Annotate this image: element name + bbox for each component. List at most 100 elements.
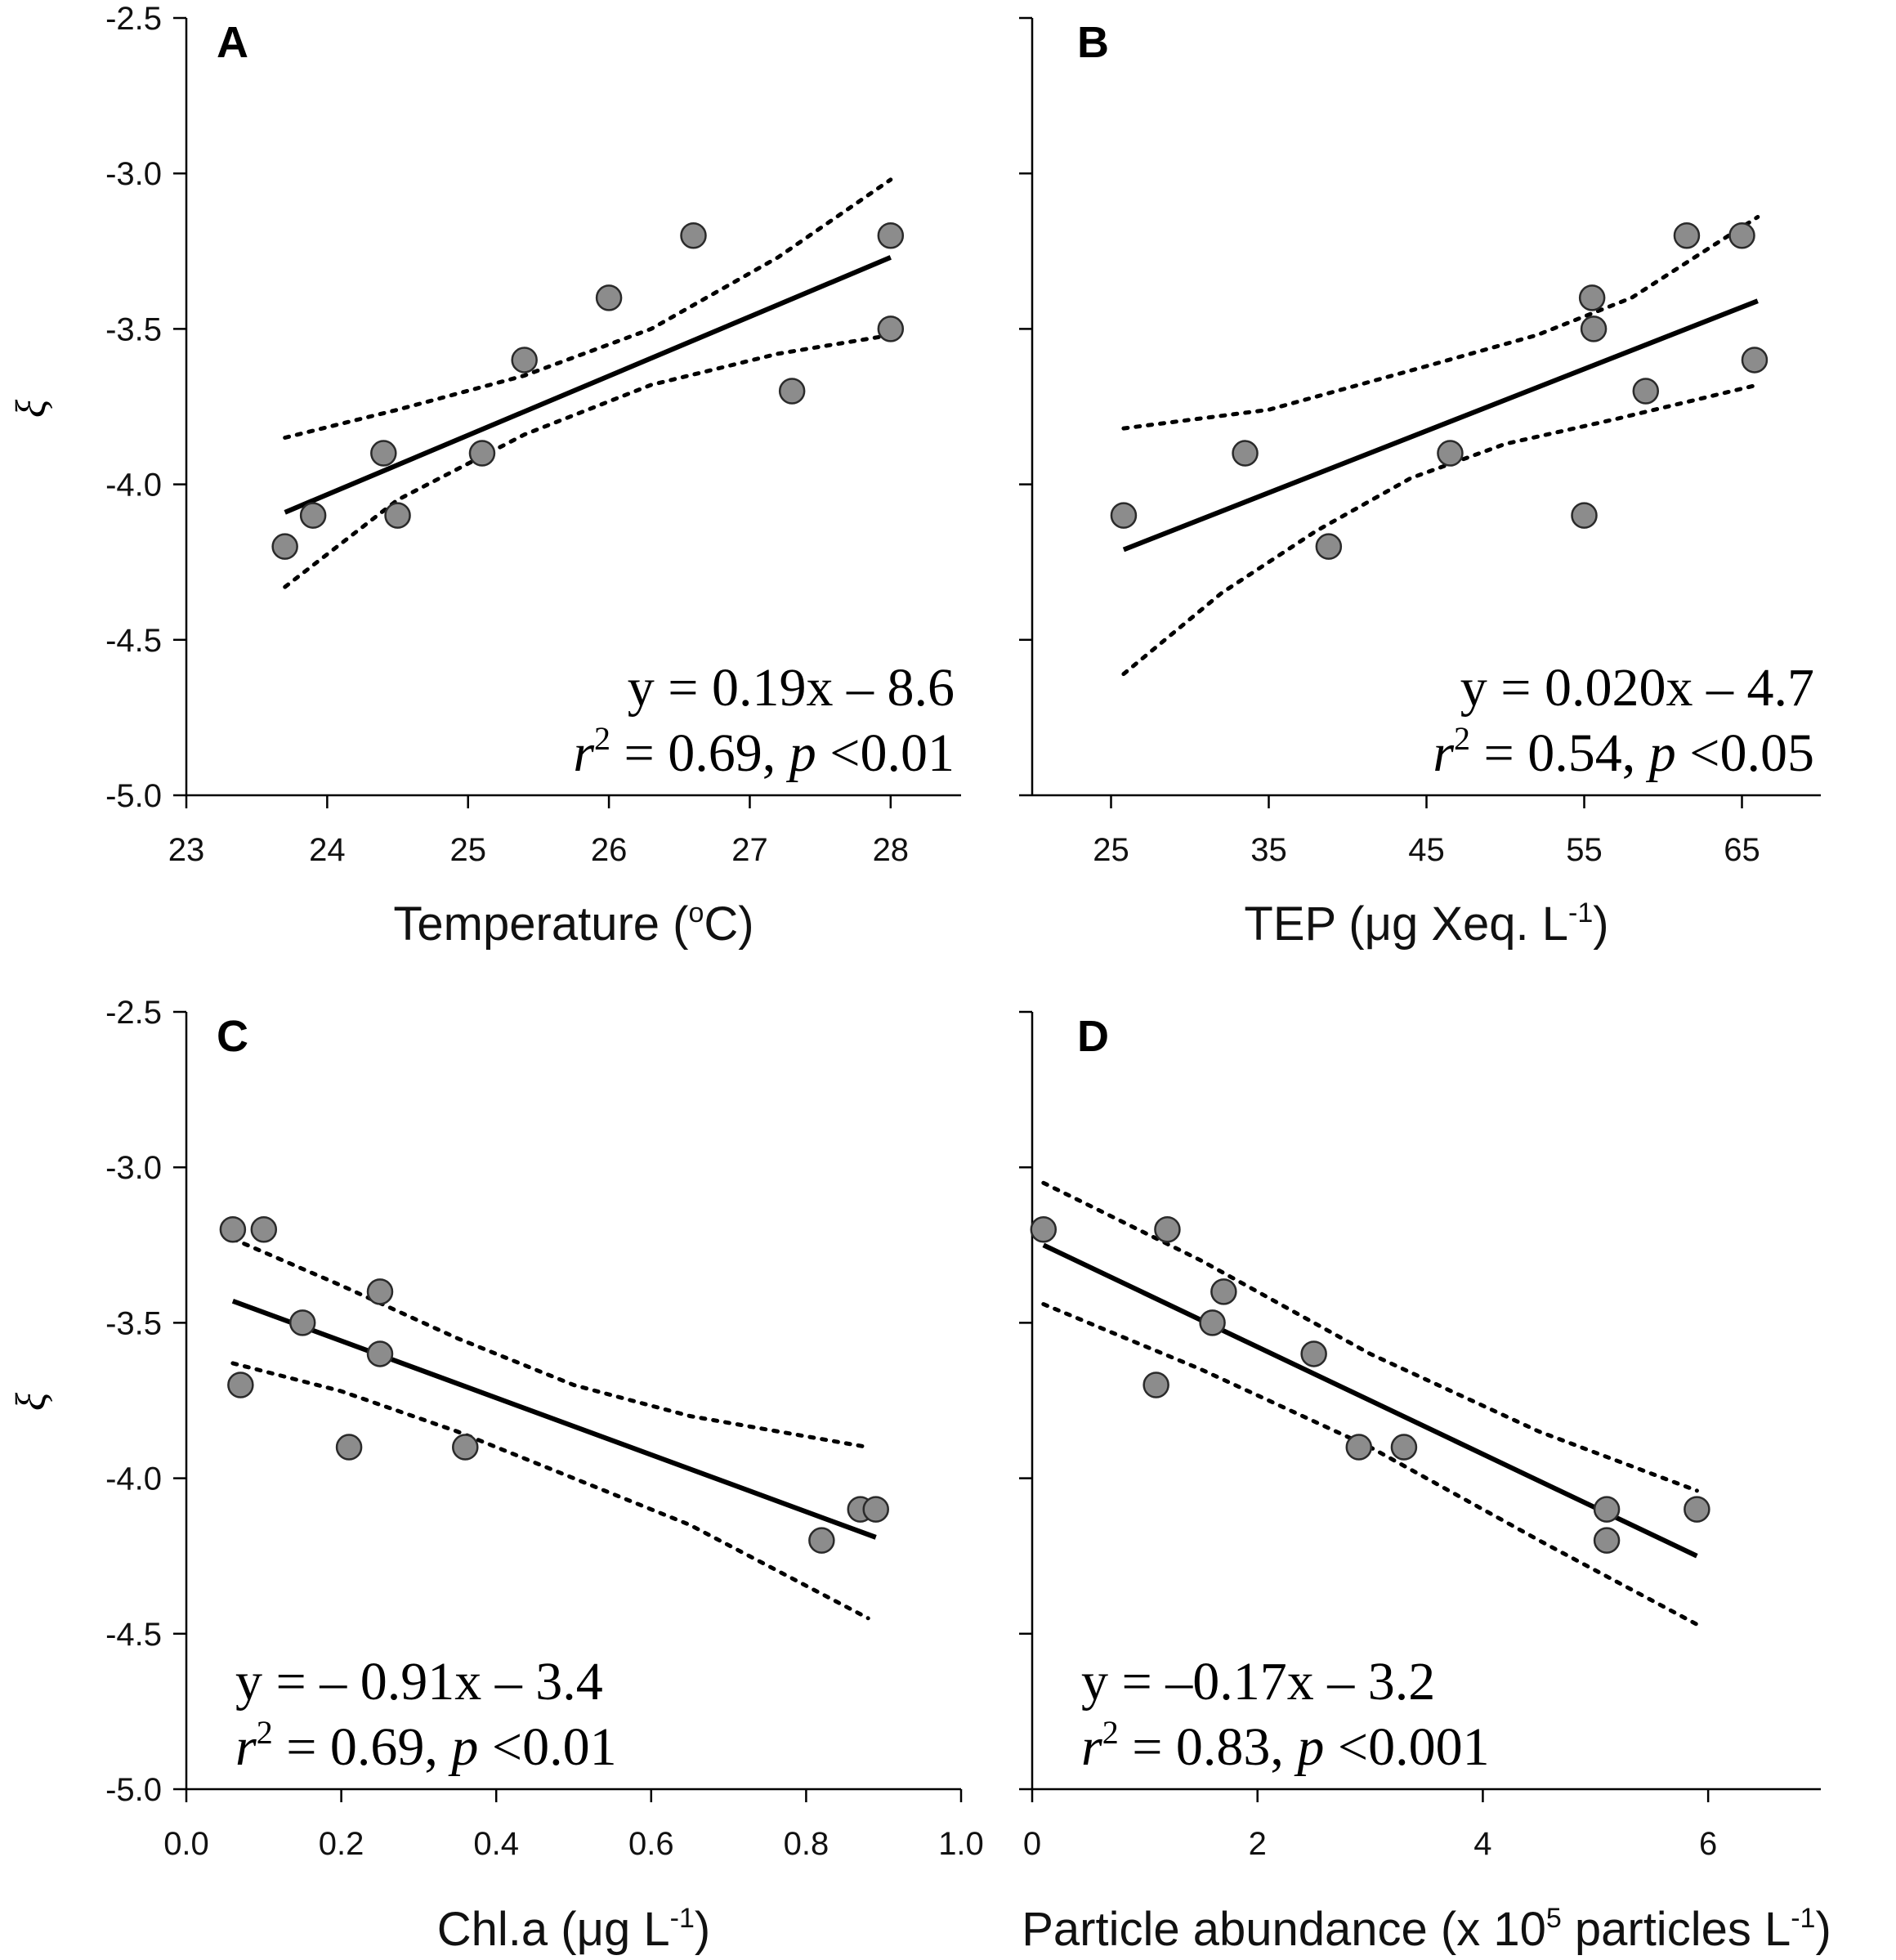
panel-b-x-tick-label: 55 (1566, 832, 1603, 868)
panel-c-data-point (288, 1309, 316, 1336)
panel-a-r-squared: r2 = 0.69, p <0.01 (573, 720, 955, 783)
panel-c-data-point (862, 1496, 889, 1523)
panel-d-r-squared: r2 = 0.83, p <0.001 (1081, 1714, 1490, 1777)
panel-a-x-tick-label: 25 (449, 832, 486, 868)
panel-c-x-tick-label: 0.8 (784, 1826, 830, 1862)
panel-c-y-axis-label: ξ (8, 1392, 55, 1411)
panel-c-data-point (335, 1434, 363, 1461)
panel-b-x-axis-title: TEP (μg Xeq. L-1) (1244, 897, 1608, 951)
panel-d-letter: D (1077, 1012, 1109, 1061)
panel-a-letter: A (217, 18, 248, 67)
panel-c-x-tick-label: 1.0 (938, 1826, 984, 1862)
panel-b-data-point (1232, 440, 1259, 467)
panel-d-data-point (1593, 1496, 1621, 1523)
panel-c-data-point (808, 1527, 835, 1554)
panel-a-data-point (595, 284, 623, 311)
panel-c-ci-lower-line (230, 1361, 870, 1621)
panel-b-x-tick-label: 35 (1250, 832, 1287, 868)
panel-a-data-point (370, 440, 397, 467)
panel-d-x-tick-label: 2 (1249, 1826, 1267, 1862)
panel-a-ci-upper-line (283, 177, 893, 440)
panel-c-x-tick-label: 0.2 (319, 1826, 364, 1862)
panel-b-regression-line (1122, 298, 1759, 553)
panel-c-ci-upper-line (230, 1237, 870, 1450)
panel-d-data-point (1390, 1434, 1418, 1461)
panel-c-regression-line (231, 1298, 877, 1540)
panel-d-data-point (1684, 1496, 1710, 1523)
panel-c-data-point (227, 1372, 254, 1398)
panel-c-data-point (366, 1278, 394, 1305)
panel-b-data-point (1580, 315, 1608, 342)
panel-a-equation: y = 0.19x – 8.6 (628, 658, 955, 718)
panel-a-y-tick-label: -4.0 (105, 468, 162, 503)
panel-a-data-point (468, 440, 496, 467)
panel-c-equation: y = – 0.91x – 3.4 (235, 1652, 603, 1712)
panel-b-ci-upper-line (1121, 215, 1760, 431)
panel-a-y-tick-label: -3.5 (105, 311, 162, 347)
panel-b-x-tick-label: 65 (1724, 832, 1760, 868)
panel-d-x-tick-label: 6 (1699, 1826, 1717, 1862)
panel-d-data-point (1030, 1216, 1058, 1243)
panel-a-data-point (299, 502, 327, 529)
panel-a-data-point (680, 222, 707, 249)
panel-b-data-point (1437, 440, 1464, 467)
panel-a-y-tick-label: -3.0 (105, 156, 162, 192)
panel-b-equation: y = 0.020x – 4.7 (1460, 658, 1814, 718)
panel-d-data-point (1210, 1278, 1237, 1305)
panel-c-x-tick-label: 0.0 (163, 1826, 209, 1862)
panel-d-x-axis-title: Particle abundance (x 105 particles L-1) (1022, 1903, 1831, 1956)
panel-a-x-tick-label: 26 (591, 832, 628, 868)
panel-a: -2.5 -3.0 -3.5 -4.0 -4.5 -5.023 24 25 26 27 28 Aξ Te… (8, 1, 961, 951)
panel-a-data-point (384, 502, 411, 529)
panel-c: -2.5 -3.0 -3.5 -4.0 -4.5 -5.00.0 0.2 0.4 0.6 0.8 1… (8, 995, 984, 1956)
panel-b-data-point (1728, 222, 1755, 249)
panel-a-y-tick-label: -4.5 (105, 623, 162, 659)
panel-c-data-point (250, 1216, 278, 1243)
panel-c-data-point (452, 1434, 479, 1461)
panel-b-r-squared: r2 = 0.54, p <0.05 (1433, 720, 1814, 783)
panel-b-x-tick-label: 45 (1408, 832, 1445, 868)
panel-b-data-point (1315, 533, 1343, 560)
panel-c-y-tick-label: -5.0 (105, 1772, 162, 1808)
panel-a-x-tick-label: 23 (168, 832, 205, 868)
panel-a-x-tick-label: 27 (731, 832, 768, 868)
panel-c-x-tick-label: 0.4 (473, 1826, 519, 1862)
panel-b-data-point (1578, 284, 1606, 311)
panel-d-ci-upper-line (1041, 1180, 1699, 1493)
panel-b-data-point (1110, 502, 1138, 529)
panel-d-x-tick-label: 4 (1473, 1826, 1491, 1862)
panel-b-x-tick-label: 25 (1093, 832, 1129, 868)
panel-a-data-point (778, 378, 806, 405)
panel-a-x-tick-label: 28 (873, 832, 910, 868)
panel-a-y-tick-label: -2.5 (105, 1, 162, 37)
panel-b-data-point (1632, 378, 1660, 405)
panel-a-regression-line (284, 255, 892, 515)
panel-d-data-point (1199, 1309, 1226, 1336)
panel-d-data-point (1154, 1216, 1181, 1243)
panel-d-data-point (1345, 1434, 1373, 1461)
panel-b-data-point (1741, 347, 1769, 374)
panel-d-x-tick-label: 0 (1023, 1826, 1041, 1862)
panel-a-y-axis-label: ξ (8, 399, 55, 418)
panel-d-data-point (1143, 1372, 1169, 1398)
panel-b: 25 35 45 55 65 B TEP (μg Xeq. L-1) y = 0.020x –… (1019, 16, 1821, 951)
panel-b-data-point (1673, 222, 1701, 249)
panel-d-data-point (1593, 1527, 1621, 1554)
panel-d-regression-line (1042, 1242, 1698, 1559)
panel-b-ci-lower-line (1121, 383, 1760, 677)
panel-a-data-point (877, 222, 905, 249)
panel-c-y-tick-label: -3.5 (105, 1305, 162, 1341)
panel-c-x-axis-title: Chl.a (μg L-1) (437, 1903, 710, 1956)
panel-c-letter: C (217, 1012, 248, 1061)
panel-b-letter: B (1077, 18, 1109, 67)
panel-a-x-tick-label: 24 (309, 832, 346, 868)
panel-c-x-tick-label: 0.6 (628, 1826, 674, 1862)
panel-c-y-tick-label: -3.0 (105, 1150, 162, 1186)
panel-d-data-point (1300, 1340, 1327, 1367)
panel-b-data-point (1571, 502, 1598, 529)
panel-a-y-tick-label: -5.0 (105, 778, 162, 814)
panel-d: 0 2 4 6 D Particle abundance (x 105 particles… (1019, 1010, 1831, 1956)
panel-a-x-axis-title: Temperature (oC) (393, 897, 753, 951)
panel-c-y-tick-label: -2.5 (105, 995, 162, 1031)
